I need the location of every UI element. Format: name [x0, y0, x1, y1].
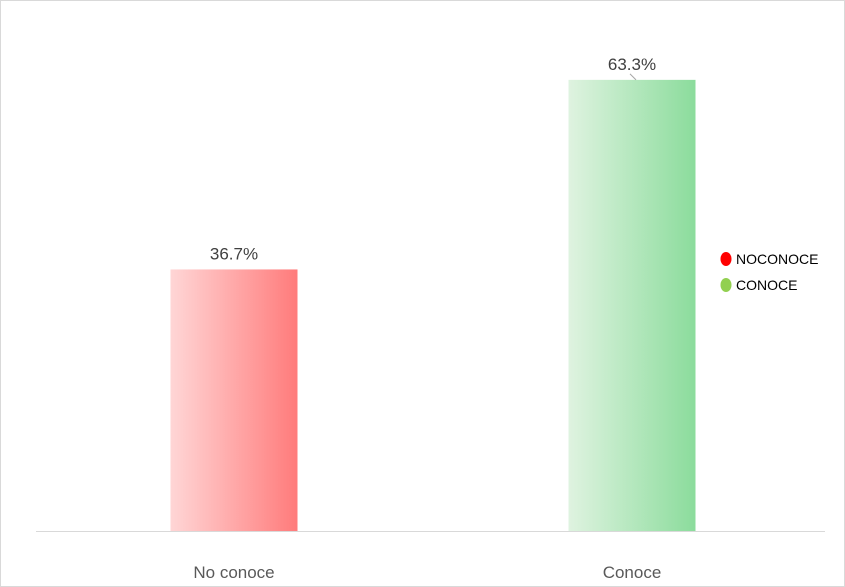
x-tick-labels: No conoce Conoce: [193, 563, 661, 582]
bar-no-conoce: [170, 269, 298, 531]
data-label-leader-line: [629, 73, 637, 81]
labels-layer: 36.7% 63.3%: [210, 55, 656, 264]
x-tick-label: Conoce: [603, 563, 662, 582]
x-tick-label: No conoce: [193, 563, 274, 582]
legend-label: CONOCE: [736, 277, 797, 293]
data-label: 36.7%: [210, 244, 258, 263]
bars-layer: [170, 79, 696, 531]
legend-marker: [720, 278, 732, 292]
data-label: 63.3%: [608, 55, 656, 74]
legend-label: NOCONOCE: [736, 251, 818, 267]
bar-conoce: [568, 79, 696, 531]
legend-marker: [720, 252, 732, 266]
legend: NOCONOCE CONOCE: [720, 251, 818, 293]
